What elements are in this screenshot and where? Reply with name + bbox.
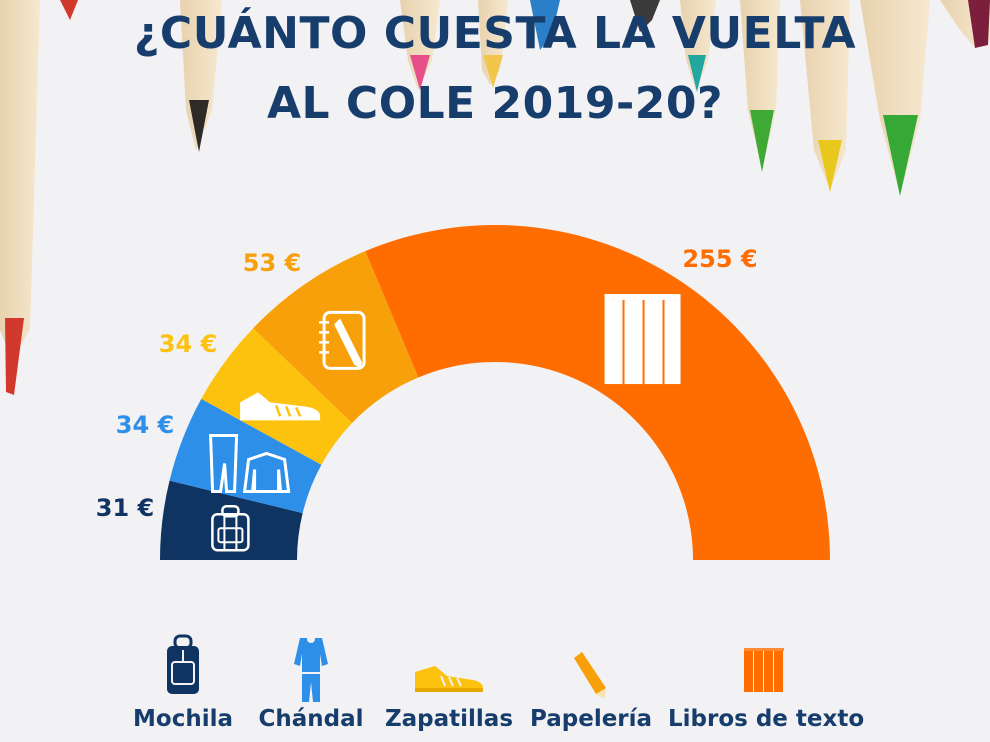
slice-ch-ndal (169, 398, 322, 514)
slice-mochila (160, 480, 303, 560)
value-label-libros-de-texto: 255 € (682, 245, 757, 273)
value-label-papeler-a: 53 € (243, 249, 301, 277)
value-label-mochila: 31 € (96, 494, 154, 522)
tracksuit-icon (294, 635, 328, 702)
legend-item-zapatillas: Zapatillas (384, 632, 514, 742)
legend-item-papeleria: Papelería (530, 632, 653, 742)
slice-libros-de-texto (365, 225, 830, 560)
slice-zapatillas (201, 328, 353, 465)
chart-title-line1: ¿CUÁNTO CUESTA LA VUELTA (133, 8, 857, 59)
legend-label-zapatillas: Zapatillas (384, 706, 514, 732)
legend-label-libros: Libros de texto (668, 706, 865, 732)
legend-label-mochila: Mochila (133, 706, 233, 732)
books-icon (744, 648, 784, 692)
backpack-icon (211, 504, 250, 552)
chart-title-line2: AL COLE 2019-20? (267, 78, 723, 129)
tracksuit-icon (209, 434, 291, 494)
books-icon (604, 294, 681, 385)
notebook-pencil-icon (319, 310, 366, 370)
value-label-ch-ndal: 34 € (116, 411, 174, 439)
slice-papeler-a (253, 251, 419, 423)
legend-item-mochila: Mochila (128, 632, 238, 742)
backpack-icon (167, 634, 199, 694)
legend-item-libros: Libros de texto (668, 632, 865, 742)
legend-label-papeleria: Papelería (530, 706, 653, 732)
sneaker-icon (415, 666, 483, 692)
legend-label-chandal: Chándal (258, 706, 364, 732)
pencil-icon (574, 652, 606, 698)
value-label-zapatillas: 34 € (159, 330, 217, 358)
sneaker-icon (240, 392, 321, 421)
legend-item-chandal: Chándal (255, 632, 367, 742)
